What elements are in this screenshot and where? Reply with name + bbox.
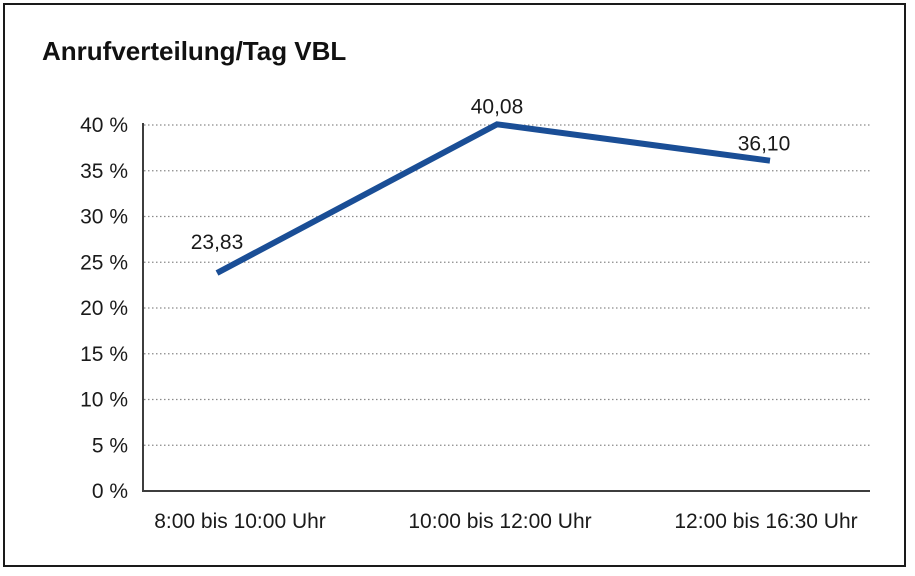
- chart-frame: Anrufverteilung/Tag VBL: [3, 3, 906, 567]
- y-tick-label: 30 %: [80, 206, 128, 229]
- x-tick-label: 8:00 bis 10:00 Uhr: [154, 510, 326, 533]
- y-tick-label: 20 %: [80, 297, 128, 320]
- y-tick-label: 10 %: [80, 389, 128, 412]
- data-point-label: 36,10: [738, 133, 791, 156]
- x-tick-label: 10:00 bis 12:00 Uhr: [408, 510, 591, 533]
- y-tick-label: 5 %: [92, 434, 128, 457]
- y-tick-label: 15 %: [80, 343, 128, 366]
- data-line-series: [215, 121, 771, 276]
- chart-title: Anrufverteilung/Tag VBL: [42, 36, 347, 66]
- y-tick-label: 25 %: [80, 251, 128, 274]
- y-tick-label: 40 %: [80, 114, 128, 137]
- data-point-label: 23,83: [191, 231, 244, 254]
- y-tick-label: 0 %: [92, 480, 128, 503]
- x-tick-label: 12:00 bis 16:30 Uhr: [674, 510, 857, 533]
- y-tick-label: 35 %: [80, 160, 128, 183]
- data-point-label: 40,08: [471, 95, 524, 118]
